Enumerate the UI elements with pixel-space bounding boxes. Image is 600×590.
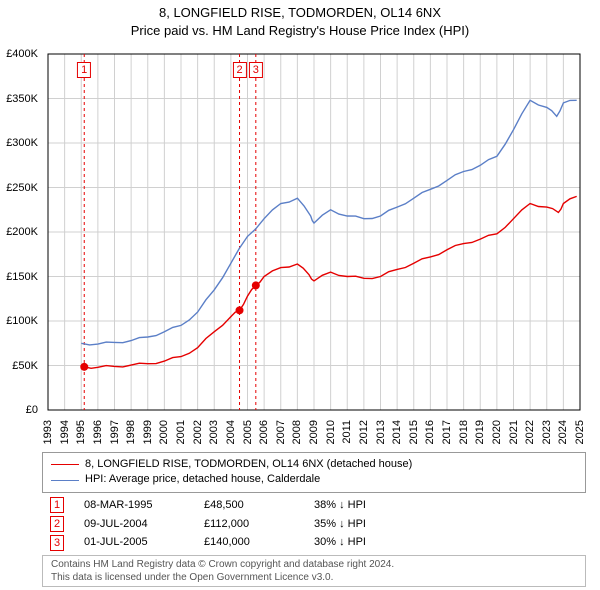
xtick-label: 1994 — [59, 420, 71, 444]
xtick-label: 2012 — [358, 420, 370, 444]
ytick-label: £150K — [6, 271, 38, 283]
footer-attribution: Contains HM Land Registry data © Crown c… — [42, 555, 586, 587]
xtick-label: 2020 — [491, 420, 503, 444]
xtick-label: 2001 — [175, 420, 187, 444]
sale-hpi-delta: 35% ↓ HPI — [314, 515, 366, 534]
chart-area — [42, 48, 586, 416]
series-hpi — [81, 100, 576, 345]
sale-price: £48,500 — [204, 496, 294, 515]
legend-swatch — [51, 480, 79, 481]
xtick-label: 2005 — [242, 420, 254, 444]
sale-date: 01-JUL-2005 — [84, 533, 184, 552]
ytick-label: £400K — [6, 48, 38, 60]
xtick-label: 2006 — [258, 420, 270, 444]
sale-number-badge: 2 — [50, 516, 64, 532]
xtick-label: 2002 — [192, 420, 204, 444]
xtick-label: 2008 — [291, 420, 303, 444]
xtick-label: 1997 — [109, 420, 121, 444]
ytick-label: £100K — [6, 315, 38, 327]
sale-marker-label: 1 — [77, 62, 91, 78]
title-line-2: Price paid vs. HM Land Registry's House … — [0, 22, 600, 40]
title-line-1: 8, LONGFIELD RISE, TODMORDEN, OL14 6NX — [0, 4, 600, 22]
sale-marker-label: 2 — [232, 62, 246, 78]
xtick-label: 2016 — [424, 420, 436, 444]
chart-page: 8, LONGFIELD RISE, TODMORDEN, OL14 6NX P… — [0, 0, 600, 590]
sale-date: 08-MAR-1995 — [84, 496, 184, 515]
xtick-label: 2003 — [208, 420, 220, 444]
xtick-label: 2018 — [458, 420, 470, 444]
sale-hpi-delta: 30% ↓ HPI — [314, 533, 366, 552]
ytick-label: £0 — [26, 404, 38, 416]
legend-label: 8, LONGFIELD RISE, TODMORDEN, OL14 6NX (… — [85, 457, 412, 472]
chart-svg — [42, 48, 586, 416]
xtick-label: 2023 — [541, 420, 553, 444]
ytick-label: £200K — [6, 226, 38, 238]
xtick-label: 1996 — [92, 420, 104, 444]
xtick-label: 2024 — [557, 420, 569, 444]
xtick-label: 2009 — [308, 420, 320, 444]
sale-date: 09-JUL-2004 — [84, 515, 184, 534]
sale-row: 2 09-JUL-2004 £112,000 35% ↓ HPI — [50, 515, 578, 534]
xtick-label: 2010 — [325, 420, 337, 444]
sales-table: 1 08-MAR-1995 £48,500 38% ↓ HPI 2 09-JUL-2004… — [42, 492, 586, 556]
xtick-label: 2017 — [441, 420, 453, 444]
sale-marker-label: 3 — [249, 62, 263, 78]
sale-dot-3 — [252, 281, 260, 289]
xtick-label: 1993 — [42, 420, 54, 444]
legend-row: HPI: Average price, detached house, Cald… — [51, 472, 577, 487]
xtick-label: 1998 — [125, 420, 137, 444]
ytick-label: £300K — [6, 137, 38, 149]
xtick-label: 2021 — [508, 420, 520, 444]
ytick-label: £250K — [6, 182, 38, 194]
xtick-label: 1999 — [142, 420, 154, 444]
sale-dot-1 — [80, 363, 88, 371]
sale-row: 1 08-MAR-1995 £48,500 38% ↓ HPI — [50, 496, 578, 515]
sale-dot-2 — [236, 306, 244, 314]
xtick-label: 2000 — [158, 420, 170, 444]
sale-price: £140,000 — [204, 533, 294, 552]
sale-row: 3 01-JUL-2005 £140,000 30% ↓ HPI — [50, 533, 578, 552]
xtick-label: 1995 — [75, 420, 87, 444]
xtick-label: 2007 — [275, 420, 287, 444]
xtick-label: 2013 — [375, 420, 387, 444]
xtick-label: 2014 — [391, 420, 403, 444]
title-block: 8, LONGFIELD RISE, TODMORDEN, OL14 6NX P… — [0, 0, 600, 39]
xtick-label: 2025 — [574, 420, 586, 444]
legend-row: 8, LONGFIELD RISE, TODMORDEN, OL14 6NX (… — [51, 457, 577, 472]
ytick-label: £50K — [12, 360, 38, 372]
sale-hpi-delta: 38% ↓ HPI — [314, 496, 366, 515]
xtick-label: 2004 — [225, 420, 237, 444]
xtick-label: 2011 — [341, 420, 353, 444]
legend-box: 8, LONGFIELD RISE, TODMORDEN, OL14 6NX (… — [42, 452, 586, 493]
footer-line-1: Contains HM Land Registry data © Crown c… — [51, 558, 577, 571]
sale-price: £112,000 — [204, 515, 294, 534]
footer-line-2: This data is licensed under the Open Gov… — [51, 571, 577, 584]
sale-number-badge: 3 — [50, 535, 64, 551]
xtick-label: 2015 — [408, 420, 420, 444]
legend-label: HPI: Average price, detached house, Cald… — [85, 472, 320, 487]
xtick-label: 2022 — [524, 420, 536, 444]
ytick-label: £350K — [6, 93, 38, 105]
legend-swatch — [51, 464, 79, 465]
sale-number-badge: 1 — [50, 497, 64, 513]
xtick-label: 2019 — [474, 420, 486, 444]
